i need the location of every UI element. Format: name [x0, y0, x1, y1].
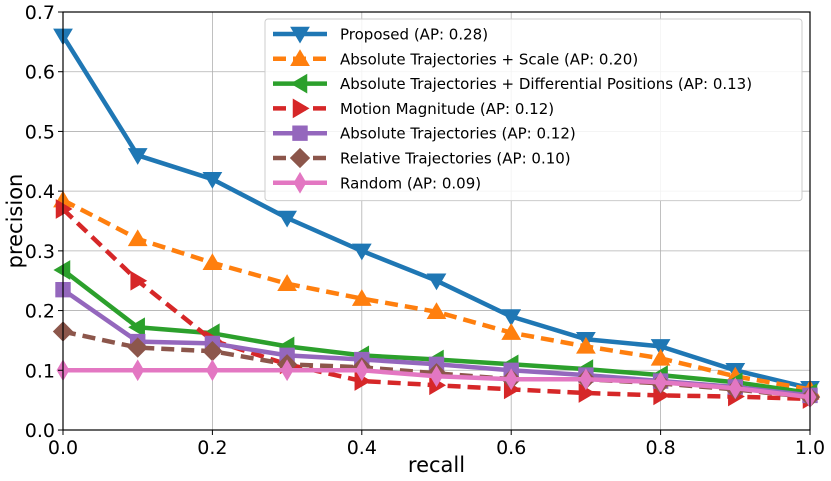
legend-marker: [292, 98, 310, 119]
legend-entry: Random (AP: 0.09): [273, 171, 481, 194]
y-tick-label: 0.0: [25, 420, 55, 442]
x-tick-label: 0.6: [496, 437, 526, 459]
x-tick-label: 0.4: [347, 437, 377, 459]
legend-entry: Absolute Trajectories + Scale (AP: 0.20): [273, 49, 638, 68]
data-point: [127, 148, 148, 165]
data-point: [280, 359, 294, 382]
legend-marker: [289, 147, 311, 169]
data-point: [355, 359, 369, 382]
data-point: [501, 309, 522, 327]
legend-label: Random (AP: 0.09): [340, 174, 481, 192]
legend-label: Proposed (AP: 0.28): [340, 26, 488, 44]
y-tick-label: 0.5: [25, 121, 55, 143]
y-tick-label: 0.7: [25, 2, 55, 24]
legend-entry: Proposed (AP: 0.28): [273, 26, 488, 44]
x-tick-label: 0.2: [197, 437, 227, 459]
legend-marker: [290, 49, 310, 67]
data-point: [127, 337, 148, 358]
y-tick-label: 0.1: [25, 360, 55, 382]
data-point: [53, 260, 71, 280]
data-point: [277, 210, 297, 228]
series-1: [53, 28, 820, 398]
legend-entry: Absolute Trajectories + Differential Pos…: [273, 73, 752, 94]
legend-label: Absolute Trajectories + Differential Pos…: [340, 75, 752, 93]
legend-label: Motion Magnitude (AP: 0.12): [340, 100, 554, 118]
legend-box: [264, 18, 803, 202]
data-point: [576, 336, 596, 354]
data-point: [131, 359, 145, 382]
x-tick-label: 0.0: [48, 437, 78, 459]
legend-entry: Relative Trajectories (AP: 0.10): [273, 147, 571, 169]
legend-marker: [290, 73, 308, 94]
data-point: [277, 274, 297, 291]
data-point: [127, 229, 148, 247]
series-6: [52, 321, 821, 408]
legend-label: Absolute Trajectories (AP: 0.12): [340, 125, 576, 143]
data-point: [202, 253, 223, 271]
data-point: [426, 302, 447, 320]
data-point: [202, 171, 223, 189]
y-tick-label: 0.6: [25, 62, 55, 84]
plot-area-frame: [62, 11, 811, 431]
legend-entry: Absolute Trajectories (AP: 0.12): [273, 125, 576, 143]
data-point: [728, 377, 742, 400]
axis-ticks: 0.0 0.2 0.4 0.6 0.8 1.0 0.0 0.1 0.2 0.3 0.4 0.5 0.6 0…: [25, 2, 825, 459]
data-point: [55, 199, 73, 219]
x-tick-label: 1.0: [795, 437, 825, 459]
y-tick-label: 0.3: [25, 241, 55, 263]
data-point: [351, 243, 372, 261]
data-point: [128, 317, 145, 338]
data-point: [650, 348, 671, 366]
data-point: [205, 359, 219, 382]
data-point: [579, 368, 593, 391]
legend-label: Absolute Trajectories + Scale (AP: 0.20): [340, 50, 638, 68]
legend-marker: [292, 125, 308, 141]
data-point: [426, 273, 447, 291]
legend-label: Relative Trajectories (AP: 0.10): [340, 150, 571, 168]
data-point: [501, 323, 522, 340]
legend-entry: Motion Magnitude (AP: 0.12): [273, 98, 554, 119]
data-point: [130, 270, 148, 291]
legend-marker: [293, 171, 307, 194]
y-tick-label: 0.4: [25, 181, 55, 203]
x-axis-label: recall: [408, 453, 465, 477]
y-axis-label: precision: [3, 174, 27, 269]
y-tick-label: 0.2: [25, 301, 55, 323]
legend-marker: [290, 26, 310, 44]
x-tick-label: 0.8: [645, 437, 675, 459]
data-point: [430, 365, 443, 388]
data-point: [351, 289, 372, 306]
data-point: [504, 368, 518, 391]
legend: Proposed (AP: 0.28) Absolute Trajectories…: [264, 18, 803, 202]
data-point: [654, 371, 668, 394]
data-point: [650, 339, 671, 356]
